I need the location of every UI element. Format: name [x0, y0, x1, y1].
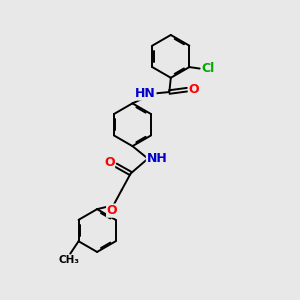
Text: O: O [188, 83, 199, 96]
Text: Cl: Cl [201, 62, 215, 75]
Text: O: O [106, 204, 117, 217]
Text: CH₃: CH₃ [58, 255, 79, 265]
Text: HN: HN [135, 87, 156, 100]
Text: O: O [104, 156, 115, 169]
Text: NH: NH [146, 152, 167, 165]
